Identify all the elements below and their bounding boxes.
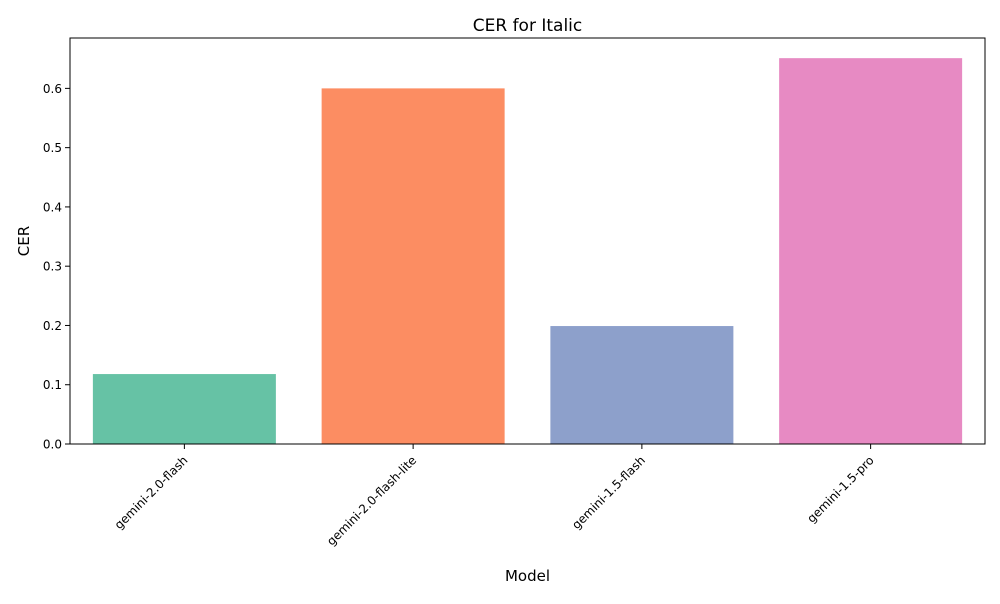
y-tick-label: 0.2 [43,319,62,333]
x-tick-label: gemini-2.0-flash-lite [324,453,419,548]
y-tick-label: 0.0 [43,438,62,452]
y-tick-label: 0.4 [43,200,62,214]
x-axis-label: Model [505,567,550,585]
x-axis: gemini-2.0-flash gemini-2.0-flash-lite gem… [112,444,877,548]
chart-title: CER for Italic [473,16,583,36]
plot-area [92,58,963,445]
y-axis: 0.0 0.1 0.2 0.3 0.4 0.5 0.6 [43,82,70,452]
y-tick-label: 0.6 [43,82,62,96]
y-tick-label: 0.3 [43,260,62,274]
plot-frame [69,37,986,445]
y-tick-label: 0.1 [43,378,62,392]
x-tick-label: gemini-1.5-pro [804,453,876,525]
y-tick-label: 0.5 [43,141,62,155]
bar-gemini-2.0-flash-lite [321,88,505,444]
bar-gemini-2.0-flash [92,374,276,444]
x-tick-label: gemini-2.0-flash [112,453,191,532]
y-axis-label: CER [15,226,33,256]
bar-gemini-1.5-pro [779,58,963,445]
bar-gemini-1.5-flash [550,326,734,444]
x-tick-label: gemini-1.5-flash [569,453,648,532]
